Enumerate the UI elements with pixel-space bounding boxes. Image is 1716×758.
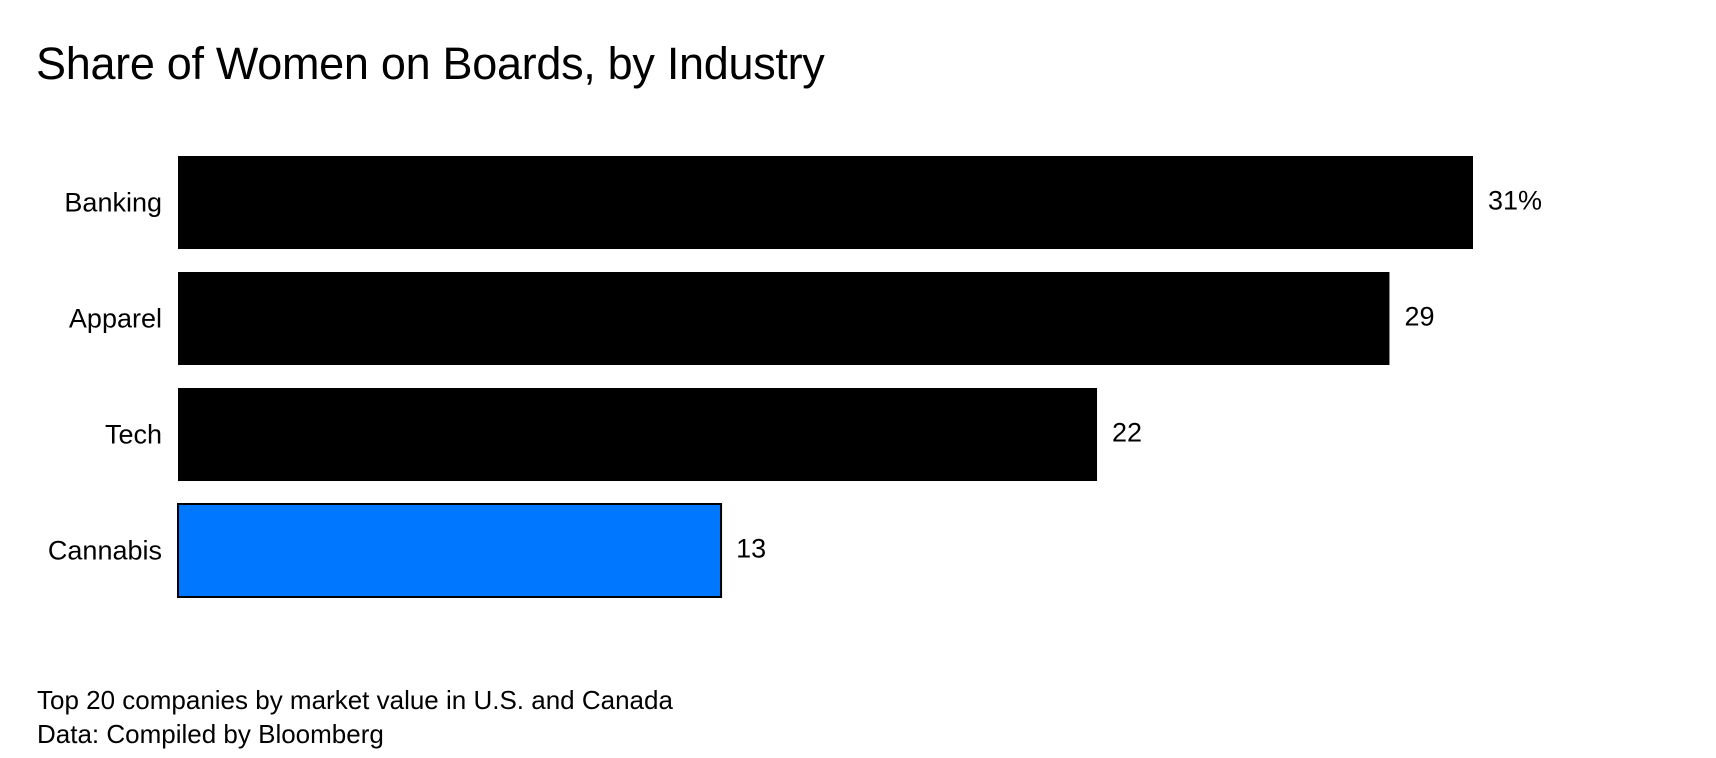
- chart-source: Data: Compiled by Bloomberg: [37, 719, 384, 749]
- category-label-tech: Tech: [105, 420, 162, 450]
- bar-apparel: [178, 272, 1390, 365]
- value-label-cannabis: 13: [736, 534, 766, 564]
- category-label-apparel: Apparel: [69, 304, 162, 334]
- bar-chart: Banking 31% Apparel 29 Tech 22 Cannabis 13: [48, 156, 1542, 598]
- bar-cannabis: [177, 503, 723, 598]
- category-label-banking: Banking: [64, 188, 162, 218]
- value-label-apparel: 29: [1404, 302, 1434, 332]
- chart-title: Share of Women on Boards, by Industry: [36, 38, 825, 89]
- chart-note: Top 20 companies by market value in U.S.…: [37, 685, 673, 715]
- bar-tech: [178, 388, 1098, 481]
- value-label-banking: 31%: [1488, 186, 1542, 216]
- bar-banking: [178, 156, 1473, 249]
- category-label-cannabis: Cannabis: [48, 536, 162, 566]
- value-label-tech: 22: [1112, 418, 1142, 448]
